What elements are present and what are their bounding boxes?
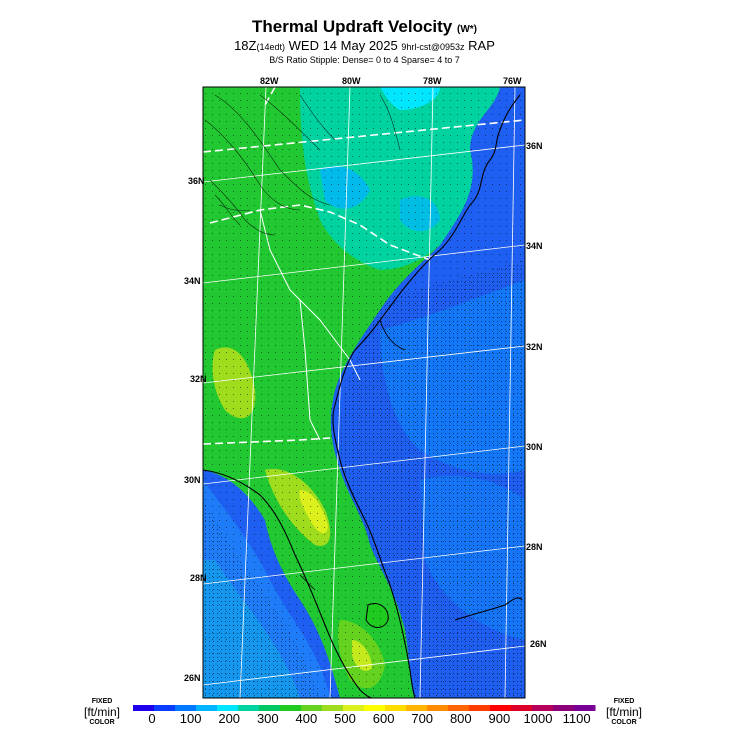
lat-label-left-34n: 34N xyxy=(184,276,201,286)
title-unit: (W*) xyxy=(457,24,477,35)
colorbar-tick-label: 500 xyxy=(334,711,356,726)
stipple-note: B/S Ratio Stipple: Dense= 0 to 4 Sparse=… xyxy=(269,55,460,65)
colorbar-tick-label: 700 xyxy=(411,711,434,726)
colorbar-swatch xyxy=(574,705,596,711)
stipple-dense xyxy=(340,260,525,698)
lat-label-right-28n: 28N xyxy=(526,542,543,552)
colorbar-tick-label: 600 xyxy=(372,711,395,726)
colorbar-tick-label: 800 xyxy=(449,711,472,726)
lon-label-82w: 82W xyxy=(260,76,279,86)
colorbar-swatch xyxy=(196,705,218,711)
colorbar-swatch xyxy=(511,705,533,711)
colorbar-left-caption: FIXED [ft/min] COLOR xyxy=(70,697,134,727)
colorbar-swatch xyxy=(322,705,344,711)
colorbar-tick-label: 100 xyxy=(179,711,202,726)
state-lines xyxy=(259,209,361,441)
colorbar-swatch xyxy=(280,705,302,711)
colorbar-swatch xyxy=(259,705,281,711)
colorbar-swatch xyxy=(154,705,176,711)
chart-subtitle: 18Z(14edt) WED 14 May 2025 9hrl-cst@0953… xyxy=(0,38,729,53)
colorbar-right-color: COLOR xyxy=(611,719,637,726)
colorbar-right-fixed: FIXED xyxy=(613,698,635,705)
graticule xyxy=(203,87,525,698)
colorbar-tick-label: 300 xyxy=(256,711,279,726)
subtitle-local-time: (14edt) xyxy=(256,42,286,52)
colorbar-swatch xyxy=(301,705,323,711)
colorbar-tick-label: 900 xyxy=(488,711,511,726)
lat-label-right-36n: 36N xyxy=(526,141,543,151)
title-text: Thermal Updraft Velocity xyxy=(251,17,453,36)
lat-label-left-28n: 28N xyxy=(190,573,207,583)
colorbar-swatch xyxy=(427,705,449,711)
colorbar-swatch xyxy=(238,705,260,711)
terrain-contours xyxy=(204,94,401,236)
lat-label-left-30n: 30N xyxy=(184,475,201,485)
colorbar-tick-label: 0 xyxy=(148,711,156,726)
lat-label-right-34n: 34N xyxy=(526,241,543,251)
lon-label-78w: 78W xyxy=(423,76,442,86)
stipple-dense xyxy=(203,500,320,698)
colorbar-left-fixed: FIXED xyxy=(91,698,113,705)
colorbar-tick-label: 1000 xyxy=(523,711,553,726)
lon-label-80w: 80W xyxy=(342,76,361,86)
colorbar-tick-label: 200 xyxy=(218,711,241,726)
colorbar xyxy=(133,705,596,711)
colorbar-left-unit: [ft/min] xyxy=(83,705,120,719)
colorbar-tick-label: 1100 xyxy=(562,711,591,726)
colorbar-swatch xyxy=(175,705,197,711)
map-frame xyxy=(202,86,526,699)
lat-label-left-36n: 36N xyxy=(188,176,205,186)
lat-label-right-26n: 26N xyxy=(530,639,547,649)
colorbar-swatch xyxy=(217,705,239,711)
subtitle-run: 9hrl-cst@0953z xyxy=(401,42,465,52)
subtitle-model: RAP xyxy=(468,38,495,53)
colorbar-swatch xyxy=(532,705,554,711)
colorbar-swatch xyxy=(469,705,491,711)
colorbar-swatch xyxy=(364,705,386,711)
colorbar-right-caption: FIXED [ft/min] COLOR xyxy=(592,697,656,727)
colorbar-swatch xyxy=(133,705,155,711)
lat-label-right-30n: 30N xyxy=(526,442,543,452)
colorbar-swatch xyxy=(343,705,365,711)
colorbar-left-color: COLOR xyxy=(89,719,115,726)
rivers xyxy=(299,319,406,591)
lat-label-right-32n: 32N xyxy=(526,342,543,352)
map-fields xyxy=(203,87,525,698)
lat-label-left-32n: 32N xyxy=(190,374,207,384)
chart-title: Thermal Updraft Velocity (W*) xyxy=(0,17,729,37)
colorbar-right-unit: [ft/min] xyxy=(605,705,642,719)
lat-label-left-26n: 26N xyxy=(184,673,201,683)
colorbar-swatch xyxy=(490,705,512,711)
subtitle-valid-time: 18Z xyxy=(234,38,257,53)
lon-label-76w: 76W xyxy=(503,76,522,86)
colorbar-swatch xyxy=(406,705,428,711)
colorbar-tick-label: 400 xyxy=(295,711,318,726)
colorbar-swatch xyxy=(385,705,407,711)
colorbar-swatch xyxy=(553,705,575,711)
coastline xyxy=(203,94,523,698)
colorbar-swatch xyxy=(448,705,470,711)
subtitle-date: WED 14 May 2025 xyxy=(288,38,398,53)
